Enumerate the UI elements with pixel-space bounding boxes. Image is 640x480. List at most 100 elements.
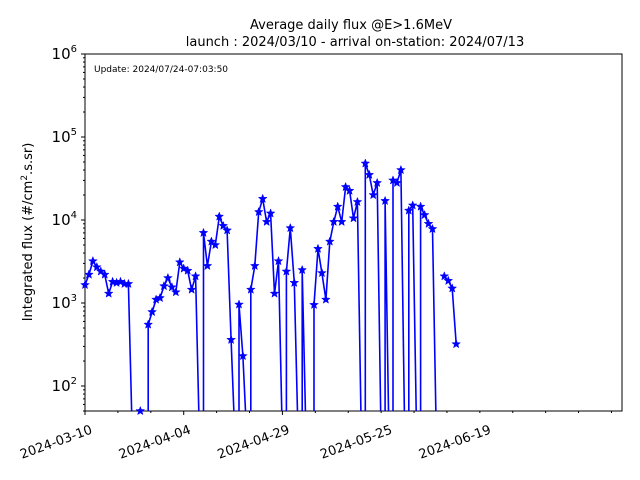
plot-area: [84, 53, 623, 412]
data-point-star: [281, 266, 292, 276]
data-point-star: [392, 177, 402, 188]
chart-subtitle: launch : 2024/03/10 - arrival on-station…: [186, 35, 524, 50]
y-tick-base: 10: [52, 128, 71, 146]
data-point-star: [170, 286, 181, 297]
data-point-star: [249, 260, 260, 271]
data-point-star: [190, 271, 201, 281]
data-point-star: [443, 275, 454, 286]
y-tick-base: 10: [52, 294, 71, 312]
data-point-star: [91, 262, 102, 272]
x-axis-ticks: 2024-03-10 2024-04-04 2024-04-29 2024-05-25…: [18, 411, 612, 463]
y-tick-label: 102: [52, 376, 77, 395]
y-tick-base: 10: [52, 45, 71, 63]
data-point-star: [166, 281, 177, 292]
data-point-star: [143, 319, 154, 329]
y-tick-exp: 4: [71, 210, 77, 221]
y-axis-label-main: Integrated flux (#/cm: [21, 181, 36, 322]
y-axis-label-tail: .s.sr): [21, 143, 36, 175]
x-tick-label: 2024-04-04: [117, 423, 193, 463]
y-tick-label: 106: [52, 44, 77, 63]
data-point-star: [285, 222, 296, 233]
data-point-star: [87, 255, 98, 266]
x-tick-label: 2024-03-10: [18, 423, 94, 463]
data-point-star: [202, 260, 213, 271]
x-tick-label: 2024-05-25: [318, 423, 394, 463]
y-tick-base: 10: [52, 211, 71, 229]
data-point-star: [147, 306, 158, 317]
data-point-star: [273, 255, 284, 266]
data-point-star: [218, 220, 229, 231]
y-tick-label: 105: [52, 127, 77, 146]
data-point-star: [348, 212, 359, 223]
data-point-star: [103, 288, 114, 298]
data-point-star: [395, 164, 406, 175]
y-tick-exp: 6: [71, 44, 77, 55]
data-point-star: [313, 243, 323, 253]
data-point-star: [210, 239, 221, 250]
data-point-star: [316, 267, 327, 278]
data-point-star: [332, 201, 343, 211]
data-point-star: [198, 227, 209, 238]
data-point-star: [257, 193, 268, 204]
data-point-star: [439, 271, 450, 281]
data-point-star: [84, 269, 94, 279]
data-point-star: [419, 209, 430, 220]
data-point-star: [178, 263, 189, 273]
data-point-star: [265, 208, 276, 218]
data-point-star: [352, 196, 363, 207]
data-point-star: [186, 284, 197, 294]
data-point-star: [159, 280, 169, 291]
data-point-star: [360, 158, 371, 168]
data-point-star: [238, 350, 248, 361]
data-point-star: [226, 334, 237, 345]
data-point-star: [372, 177, 383, 188]
data-point-star: [222, 225, 233, 235]
data-point-star: [135, 405, 146, 416]
data-point-star: [297, 264, 308, 275]
data-point-star: [245, 284, 256, 294]
data-point-star: [427, 223, 438, 234]
data-point-star: [234, 299, 244, 309]
data-point-star: [447, 283, 458, 293]
data-point-star: [320, 294, 331, 304]
data-point-star: [423, 218, 434, 228]
update-annotation: Update: 2024/07/24-07:03:50: [94, 65, 228, 75]
data-point-star: [289, 277, 300, 288]
data-point-star: [269, 288, 280, 298]
data-point-star: [162, 272, 173, 283]
data-point-star: [388, 175, 398, 185]
y-axis-label-sup: 2: [20, 175, 30, 181]
data-point-star: [174, 256, 185, 267]
data-point-star: [403, 205, 414, 215]
data-point-star: [155, 292, 165, 303]
y-tick-exp: 5: [71, 127, 77, 138]
y-tick-label: 104: [52, 210, 77, 229]
data-point-star: [214, 211, 225, 221]
data-point-star: [261, 216, 272, 227]
data-point-star: [99, 269, 110, 279]
data-point-star: [80, 279, 90, 290]
y-tick-exp: 2: [71, 376, 77, 387]
data-point-star: [324, 236, 335, 246]
data-point-star: [123, 278, 134, 289]
data-point-star: [415, 201, 426, 211]
data-point-star: [451, 338, 462, 349]
y-tick-exp: 3: [71, 293, 77, 304]
data-point-star: [364, 169, 375, 180]
chart-title: Average daily flux @E>1.6MeV: [250, 18, 452, 33]
data-point-star: [344, 185, 355, 195]
flux-series: [80, 158, 462, 416]
y-axis-label: Integrated flux (#/cm2.s.sr): [20, 143, 36, 322]
y-tick-label: 103: [52, 293, 77, 312]
data-point-star: [115, 276, 126, 287]
data-point-star: [368, 189, 379, 200]
data-point-star: [253, 206, 264, 217]
data-point-star: [380, 195, 391, 206]
y-tick-base: 10: [52, 377, 71, 395]
data-point-star: [407, 200, 418, 210]
data-point-star: [336, 216, 347, 227]
x-tick-label: 2024-06-19: [417, 423, 493, 463]
data-point-star: [182, 265, 193, 275]
